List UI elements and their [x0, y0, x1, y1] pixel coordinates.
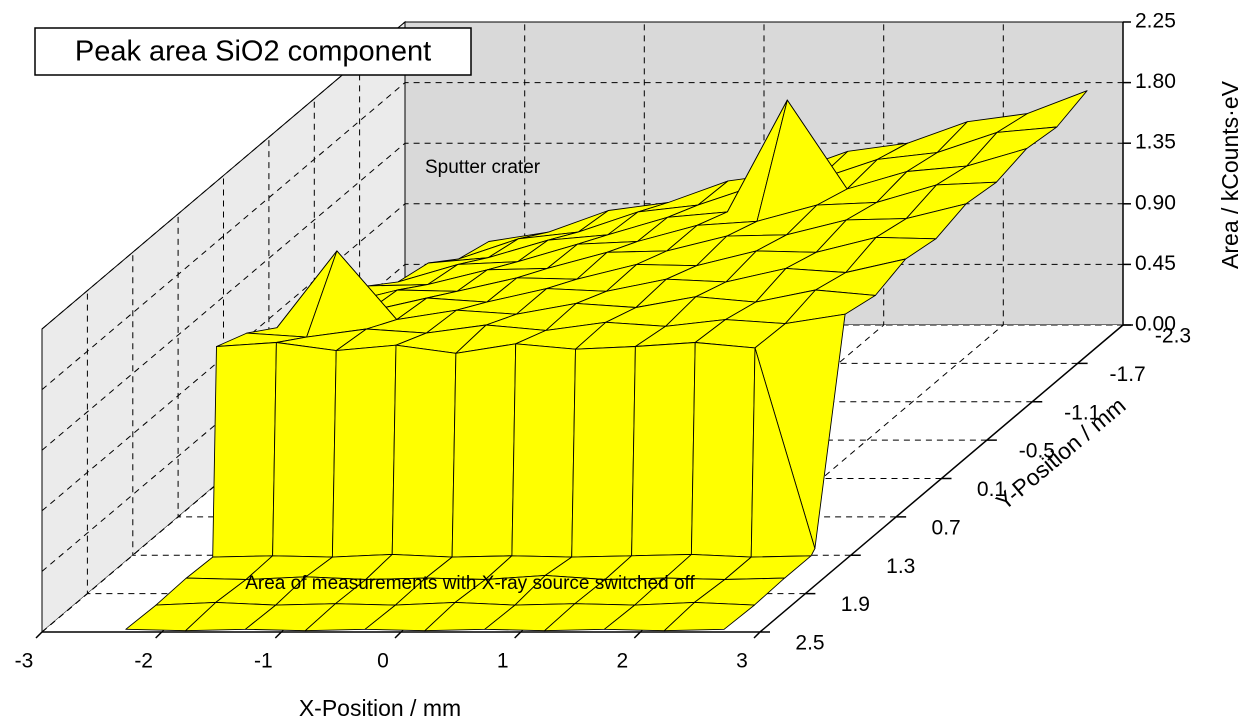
grid-line [41, 263, 1123, 572]
x-tick [274, 631, 282, 639]
z-tick-label: 0.90 [1135, 191, 1176, 214]
z-tick-label: 2.25 [1135, 10, 1176, 33]
chart-title: Peak area SiO2 component [75, 36, 431, 68]
x-tick [35, 631, 43, 639]
y-tick-label: 0.7 [932, 516, 961, 539]
z-tick-label: 1.80 [1135, 70, 1176, 93]
grid-line [41, 21, 1123, 330]
x-tick-label: 2 [616, 650, 628, 673]
y-tick-label: -0.5 [1019, 440, 1055, 463]
z-tick-label: 0.00 [1135, 313, 1176, 336]
x-tick-label: 0 [377, 650, 389, 673]
annotation: Sputter crater [425, 157, 541, 178]
x-tick [394, 631, 402, 639]
annotation: Area of measurements with X-ray source s… [245, 573, 695, 594]
z-axis-title: Area / kCounts·eV [1217, 80, 1243, 269]
x-tick [633, 631, 641, 639]
y-tick-label: 1.9 [841, 593, 870, 616]
x-tick [514, 631, 522, 639]
grid-line [41, 203, 1123, 512]
title-box [34, 27, 472, 76]
y-tick-label: -1.7 [1110, 363, 1146, 386]
y-tick-label: 0.1 [977, 478, 1006, 501]
axes: -3 -2 -1 0 1 2 3 2.5 1.9 1.3 0.7 0.1 -0.5 -1.1 -1.7 -2.… [15, 10, 1191, 673]
x-tick-label: -3 [15, 650, 34, 673]
x-axis-title: X-Position / mm [299, 695, 461, 721]
z-tick-label: 0.45 [1135, 252, 1176, 275]
surface-cell [511, 343, 576, 558]
surface-cell [331, 344, 397, 558]
grid-line [41, 142, 1123, 451]
surface-cell [631, 342, 696, 557]
surface-cell [451, 343, 517, 558]
surface-cell [690, 342, 756, 558]
surface-cell [272, 342, 337, 558]
surface-cell [663, 601, 755, 632]
x-tick [753, 631, 761, 639]
x-tick-label: -2 [134, 650, 153, 673]
y-tick-label: -1.1 [1064, 401, 1100, 424]
surface-cell [571, 346, 636, 558]
y-tick-label: -2.3 [1155, 325, 1191, 348]
grid-line [132, 252, 851, 556]
y-tick-label: 2.5 [795, 632, 824, 655]
grid-line [41, 82, 1123, 390]
y-tick-label: 1.3 [886, 555, 915, 578]
x-tick-label: -1 [254, 650, 273, 673]
x-tick-label: 3 [736, 650, 748, 673]
z-tick-label: 1.35 [1135, 131, 1176, 154]
x-tick-label: 1 [497, 650, 509, 673]
surface-cell [391, 344, 457, 558]
surface-cell [212, 342, 277, 558]
surface [125, 90, 1088, 632]
x-tick [155, 631, 163, 639]
